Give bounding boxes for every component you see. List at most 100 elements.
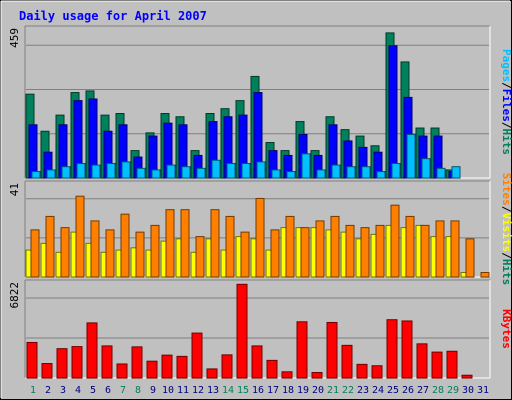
bar-kbytes-day-24: [371, 365, 383, 379]
bar-sites-day-13: [210, 209, 220, 278]
x-tick-label-day-17: 17: [267, 385, 279, 396]
bar-pages-day-20: [316, 169, 326, 179]
bar-pages-day-3: [61, 166, 71, 179]
bar-sites-day-28: [435, 220, 445, 278]
bar-pages-day-4: [76, 162, 86, 179]
bar-pages-day-27: [421, 158, 431, 179]
bar-pages-day-15: [241, 162, 251, 179]
x-tick-label-day-19: 19: [297, 385, 309, 396]
bar-sites-day-17: [270, 229, 280, 278]
legend-separator: /: [500, 206, 512, 213]
x-tick-label-day-30: 30: [462, 385, 474, 396]
x-tick-label-day-27: 27: [417, 385, 429, 396]
bar-kbytes-day-29: [446, 350, 458, 379]
bar-pages-day-5: [91, 164, 101, 179]
x-tick-label-day-24: 24: [372, 385, 384, 396]
x-tick-label-day-25: 25: [387, 385, 399, 396]
x-tick-label-day-23: 23: [357, 385, 369, 396]
bar-pages-day-24: [376, 171, 386, 179]
legend-entry: Hits: [500, 259, 512, 286]
bar-pages-day-22: [346, 166, 356, 179]
x-tick-label-day-1: 1: [30, 385, 36, 396]
legend-entry: Pages: [500, 49, 512, 82]
bar-pages-day-28: [436, 167, 446, 179]
bar-sites-day-10: [165, 209, 175, 278]
x-tick-label-day-29: 29: [447, 385, 459, 396]
x-tick-label-day-16: 16: [252, 385, 264, 396]
bar-sites-day-19: [300, 227, 310, 278]
x-tick-label-day-5: 5: [90, 385, 96, 396]
bar-files-day-25: [388, 45, 398, 179]
legend-visits-sites: Sites/Visits/Hits: [500, 173, 512, 286]
legend-entry: Hits: [500, 129, 512, 156]
x-tick-label-day-9: 9: [150, 385, 156, 396]
legend-kbytes: KBytes: [500, 309, 512, 349]
x-tick-label-day-4: 4: [75, 385, 81, 396]
bar-pages-day-12: [196, 167, 206, 179]
bar-kbytes-day-17: [266, 359, 278, 379]
bar-kbytes-day-3: [56, 348, 68, 379]
bar-sites-day-26: [405, 215, 415, 278]
bar-sites-day-9: [150, 224, 160, 278]
legend-entry: Visits: [500, 212, 512, 252]
bar-sites-day-21: [330, 215, 340, 278]
bar-kbytes-day-14: [221, 354, 233, 379]
x-tick-label-day-8: 8: [135, 385, 141, 396]
bar-kbytes-day-30: [461, 374, 473, 379]
bar-pages-day-11: [181, 166, 191, 179]
x-tick-label-day-31: 31: [477, 385, 489, 396]
bar-kbytes-day-7: [116, 363, 128, 379]
bar-sites-day-29: [450, 220, 460, 278]
bar-kbytes-day-12: [191, 332, 203, 379]
bar-kbytes-day-10: [161, 354, 173, 379]
bar-sites-day-31: [480, 272, 490, 278]
legend-separator: /: [500, 252, 512, 259]
x-tick-label-day-15: 15: [237, 385, 249, 396]
bar-files-day-1: [28, 124, 38, 179]
bar-kbytes-day-8: [131, 346, 143, 379]
bar-pages-day-23: [361, 166, 371, 179]
bar-kbytes-day-16: [251, 345, 263, 379]
bar-kbytes-day-2: [41, 363, 53, 379]
bar-kbytes-day-21: [326, 321, 338, 379]
panel-visits-sites: 41 Sites/Visits/Hits: [8, 173, 512, 286]
x-tick-label-day-26: 26: [402, 385, 414, 396]
bar-pages-day-25: [391, 162, 401, 179]
bar-kbytes-day-15: [236, 283, 248, 379]
bar-kbytes-day-19: [296, 321, 308, 379]
bar-kbytes-day-5: [86, 322, 98, 379]
bar-sites-day-20: [315, 220, 325, 278]
bar-kbytes-day-27: [416, 343, 428, 379]
bar-sites-day-14: [225, 215, 235, 278]
bar-pages-day-18: [286, 171, 296, 179]
bar-sites-day-12: [195, 236, 205, 278]
x-tick-label-day-12: 12: [192, 385, 204, 396]
bar-kbytes-day-9: [146, 360, 158, 379]
bar-pages-day-7: [121, 161, 131, 179]
bar-sites-day-7: [120, 213, 130, 278]
bar-sites-day-1: [30, 229, 40, 278]
bar-pages-day-16: [256, 161, 266, 179]
legend-hits-files-pages: Pages/Files/Hits: [500, 49, 512, 155]
x-axis-labels: 1 2 3 4 5 6 7 8 9 10 11 12 13 14 15 16 17 18 19 20 21 22 23 24 2…: [30, 385, 489, 396]
bar-kbytes-day-6: [101, 345, 113, 379]
bar-kbytes-day-20: [311, 371, 323, 379]
x-tick-label-day-21: 21: [327, 385, 339, 396]
x-tick-label-day-22: 22: [342, 385, 354, 396]
bar-sites-day-18: [285, 215, 295, 278]
bar-pages-day-2: [46, 169, 56, 179]
bar-pages-day-9: [151, 169, 161, 179]
bar-kbytes-day-25: [386, 319, 398, 379]
bar-pages-day-29: [451, 166, 461, 179]
bar-sites-day-16: [255, 197, 265, 278]
y-max-label: 41: [8, 183, 21, 196]
bar-pages-day-13: [211, 159, 221, 179]
y-max-label: 6822: [8, 282, 21, 309]
bar-sites-day-5: [90, 220, 100, 278]
x-tick-label-day-14: 14: [222, 385, 234, 396]
panel-kbytes: 6822 KBytes: [8, 279, 512, 379]
bar-sites-day-8: [135, 231, 145, 278]
bar-sites-day-3: [60, 227, 70, 278]
